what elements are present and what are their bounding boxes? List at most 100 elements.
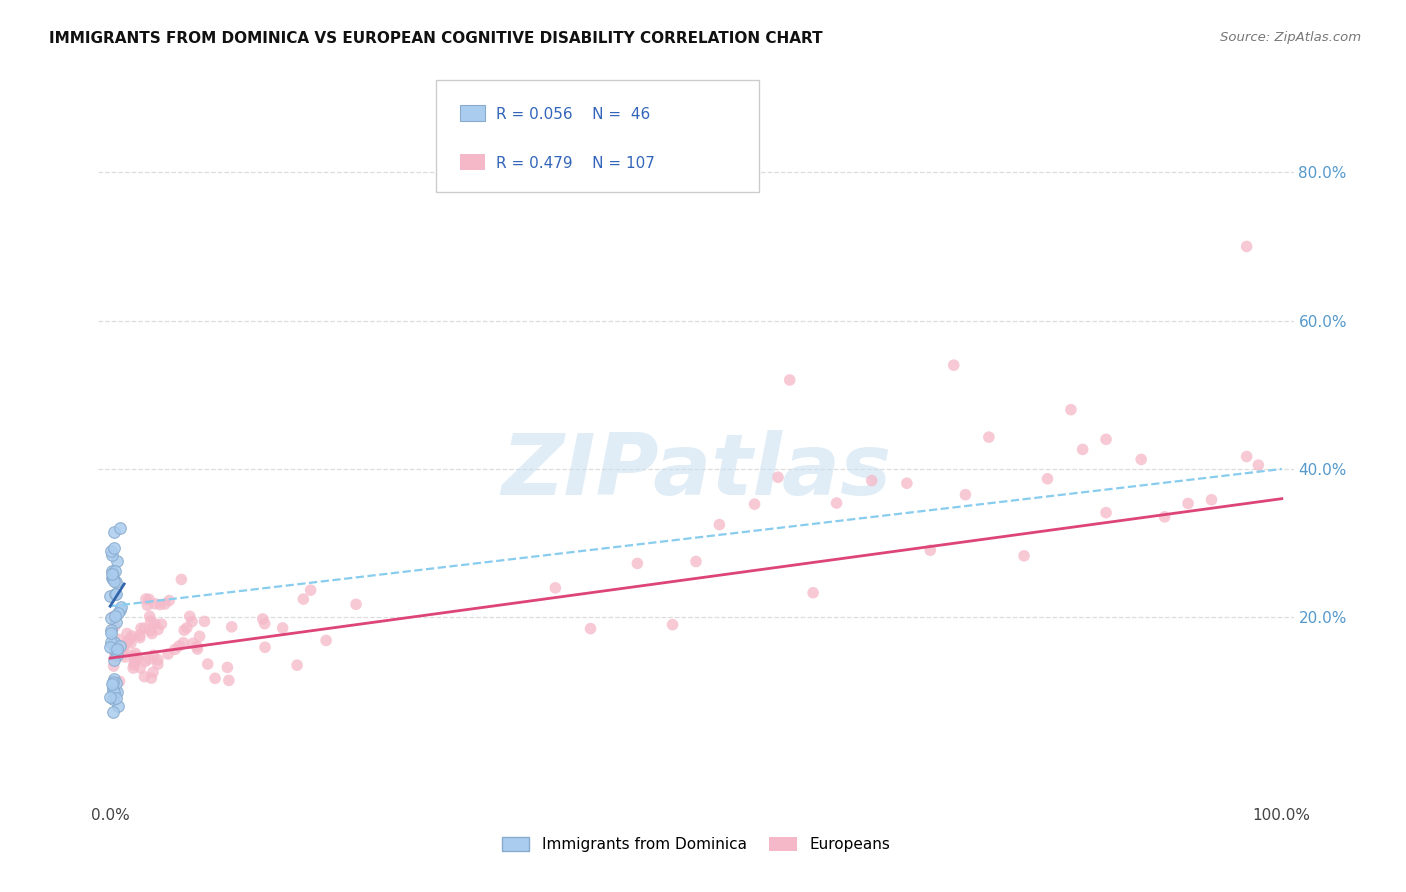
Point (114, 646, 136, 660)
Point (101, 571, 124, 585)
Point (156, 647, 179, 661)
Point (134, 654, 156, 668)
Point (1095, 506, 1118, 520)
Point (100, 625, 122, 640)
Legend: Immigrants from Dominica, Europeans: Immigrants from Dominica, Europeans (496, 831, 896, 859)
Point (1012, 549, 1035, 563)
Point (103, 524, 125, 539)
Text: Source: ZipAtlas.com: Source: ZipAtlas.com (1220, 31, 1361, 45)
Point (299, 583, 322, 598)
Point (103, 685, 125, 699)
Point (186, 640, 208, 654)
Text: ZIPatlas: ZIPatlas (501, 430, 891, 513)
Point (204, 671, 226, 685)
Point (100, 611, 122, 625)
Point (138, 652, 160, 666)
Point (146, 623, 169, 637)
Point (253, 616, 276, 631)
Point (127, 652, 149, 666)
Point (1130, 452, 1153, 467)
Point (141, 671, 163, 685)
Point (101, 571, 124, 585)
Point (1071, 442, 1094, 457)
Point (103, 635, 125, 649)
Point (685, 554, 707, 568)
Point (1236, 450, 1258, 464)
Point (221, 620, 243, 634)
Point (111, 640, 134, 655)
Point (253, 640, 276, 655)
Point (104, 691, 127, 706)
Point (100, 640, 122, 655)
Point (146, 653, 169, 667)
Point (167, 639, 190, 653)
Point (142, 665, 165, 680)
Point (108, 632, 131, 647)
Point (108, 603, 131, 617)
Point (157, 593, 180, 607)
Point (977, 430, 1000, 444)
Point (1177, 496, 1199, 510)
Point (124, 654, 146, 668)
Point (801, 586, 824, 600)
Point (104, 648, 127, 663)
Point (110, 599, 132, 614)
Point (104, 642, 127, 657)
Point (100, 590, 122, 604)
Point (129, 621, 152, 635)
Point (153, 597, 176, 611)
Point (825, 496, 848, 510)
Point (766, 470, 789, 484)
Point (193, 615, 215, 629)
Point (104, 587, 127, 601)
Point (197, 657, 219, 671)
Point (101, 566, 124, 581)
Point (115, 626, 138, 640)
Point (122, 661, 145, 675)
Point (661, 617, 683, 632)
Point (186, 642, 208, 657)
Point (744, 497, 766, 511)
Point (108, 644, 131, 658)
Point (134, 621, 156, 635)
Point (188, 629, 211, 643)
Point (101, 675, 124, 690)
Point (1036, 472, 1059, 486)
Point (779, 373, 801, 387)
Point (104, 587, 127, 601)
Point (217, 660, 239, 674)
Point (136, 599, 159, 613)
Point (105, 648, 128, 662)
Point (100, 690, 122, 705)
Point (135, 592, 157, 607)
Point (218, 673, 240, 688)
Point (110, 521, 132, 535)
Point (292, 592, 315, 607)
Point (179, 609, 201, 624)
Text: R = 0.479    N = 107: R = 0.479 N = 107 (496, 156, 655, 171)
Point (100, 623, 122, 637)
Point (101, 692, 124, 706)
Point (709, 517, 731, 532)
Point (103, 706, 125, 720)
Point (579, 622, 602, 636)
Point (105, 615, 128, 629)
Point (860, 474, 883, 488)
Point (101, 677, 124, 691)
Point (142, 648, 165, 663)
Point (105, 684, 128, 698)
Point (146, 657, 169, 672)
Point (138, 609, 160, 624)
Point (271, 621, 294, 635)
Point (143, 597, 166, 611)
Point (920, 543, 942, 558)
Point (104, 650, 127, 665)
Point (108, 674, 131, 689)
Point (114, 650, 136, 665)
Point (285, 658, 308, 673)
Point (103, 620, 125, 634)
Point (134, 670, 156, 684)
Point (1247, 458, 1270, 472)
Point (108, 639, 131, 653)
Point (315, 633, 337, 648)
